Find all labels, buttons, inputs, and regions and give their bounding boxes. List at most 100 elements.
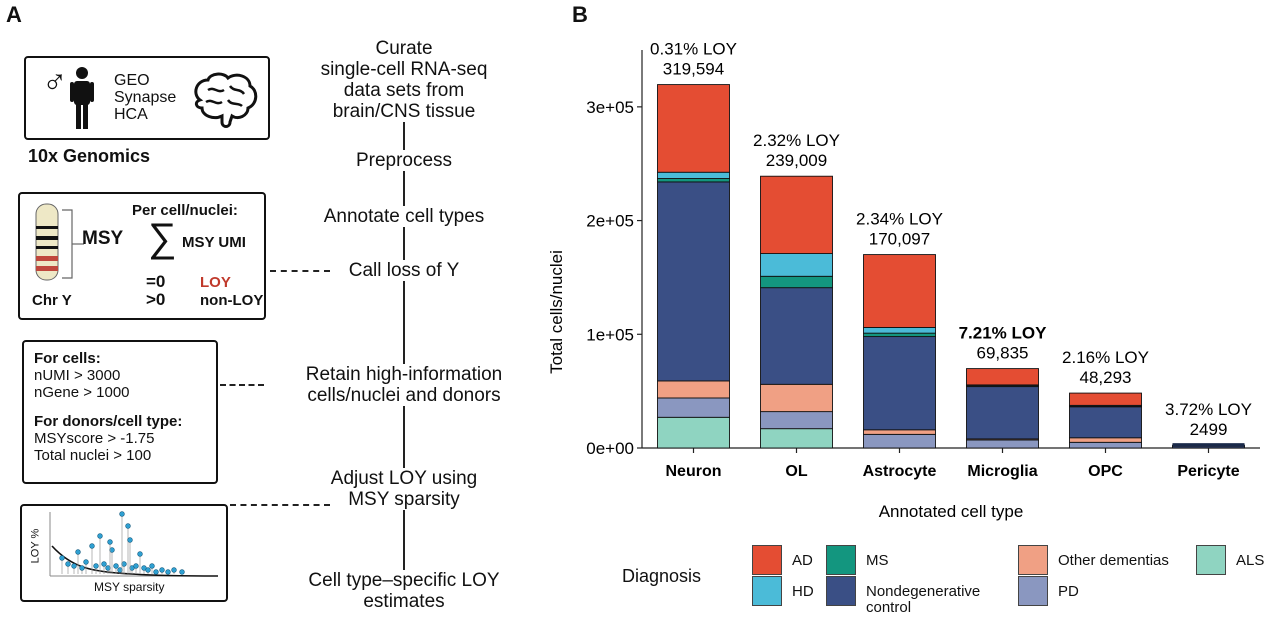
platform-caption: 10x Genomics [28,146,151,166]
bar-segment-other-dementias [1069,437,1142,443]
mini-plot-point [153,569,159,575]
bar-segment-nondegenerative-control [760,287,833,385]
mini-plot-point [149,563,155,569]
count-label: 48,293 [1080,368,1132,387]
legend-swatch-pd [1018,576,1048,606]
bar-segment-pd [966,439,1039,449]
x-tick-label: OPC [1088,463,1123,480]
donors-title: For donors/cell type: [34,413,183,430]
x-tick-label: Microglia [967,463,1037,480]
legend-swatch-hd [752,576,782,606]
bar-segment-ms [657,178,730,183]
bar-segment-ad [657,84,730,173]
bar-segment-pd [1069,441,1142,449]
count-label: 2499 [1190,420,1228,439]
legend-label-ad: AD [792,552,813,569]
bar-segment-nondegenerative-control [1069,406,1142,439]
loy-percent-label: 7.21% LOY [959,324,1048,343]
donors-line-2: Total nuclei > 100 [34,447,152,464]
legend-swatch-nondegenerative [826,576,856,606]
cells-line-2: nGene > 1000 [34,384,130,401]
sparsity-plot-box: LOY % MSY sparsity [20,504,228,602]
legend-label-ms: MS [866,552,889,569]
legend-label-hd: HD [792,583,814,600]
bar-segment-ms [760,275,833,289]
chr-y-label: Chr Y [32,292,72,309]
mini-plot-point [105,565,111,571]
msy-label: MSY [82,228,124,249]
loy-percent-label: 0.31% LOY [650,40,737,59]
bar-segment-ad [1069,392,1142,406]
connector-plot-box [230,504,330,506]
legend-label-als: ALS [1236,552,1265,569]
mini-plot-point [159,567,165,573]
mini-plot-point [79,565,85,571]
legend-label-nondegenerative: Nondegenerative control [866,583,981,616]
bar-segment-als [760,428,833,449]
non-loy-label: non-LOY [200,292,264,309]
mini-plot-point [133,563,139,569]
brain-icon [194,72,258,128]
mini-plot-point [97,533,103,539]
cell-count-bar-chart: Total cells/nuclei Annotated cell type 0… [547,40,1260,521]
mini-plot-point [89,543,95,549]
mini-plot-xlabel: MSY sparsity [94,580,165,594]
x-tick-label: OL [785,463,807,480]
mini-plot-point [117,567,123,573]
bar-segment-hd [657,171,730,179]
gt-zero: >0 [146,290,166,309]
loy-percent-label: 2.32% LOY [753,131,840,150]
msy-calling-box: MSY Per cell/nuclei: ∑ MSY UMI =0 LOY >0… [18,192,266,320]
cells-title: For cells: [34,350,101,367]
bar-segment-ad [760,175,833,254]
bar-segment-nondegenerative-control [966,386,1039,440]
mini-plot-point [137,551,143,557]
step-retain: Retain high-information cells/nuclei and… [266,364,542,406]
connector-msy-box [270,270,330,272]
step-call-loy: Call loss of Y [274,260,534,281]
y-axis-label: Total cells/nuclei [547,250,566,374]
sources-list: GEO Synapse HCA [114,72,176,123]
y-tick-label: 1e+05 [586,325,634,344]
sigma-symbol: ∑ [148,216,177,260]
person-icon [70,67,94,129]
source-geo: GEO [114,72,150,89]
bar-segment-ms [863,332,936,338]
msy-umi-label: MSY UMI [182,234,246,251]
mini-plot-point [145,567,151,573]
filter-criteria-box: For cells: nUMI > 3000 nGene > 1000 For … [22,340,218,484]
mini-plot-point [179,569,185,575]
legend-swatch-other-dementias [1018,545,1048,575]
source-synapse: Synapse [114,89,177,106]
mini-plot-point [125,523,131,529]
mini-plot-point [65,561,71,567]
count-label: 69,835 [977,344,1029,363]
x-tick-label: Pericyte [1177,463,1239,480]
step-curate: Curate single-cell RNA-seq data sets fro… [274,38,534,122]
source-hca: HCA [114,106,148,123]
mini-plot-point [59,555,65,561]
count-label: 239,009 [766,151,827,170]
sparsity-mini-plot [49,511,219,577]
bar-segment-pd [760,411,833,430]
bar-segment-pd [863,433,936,449]
count-label: 170,097 [869,230,930,249]
legend-swatch-ad [752,545,782,575]
x-axis-label: Annotated cell type [879,502,1024,521]
bar-segment-hd [863,327,936,334]
mini-plot-point [121,561,127,567]
mini-plot-point [127,537,133,543]
y-tick-label: 2e+05 [586,212,634,231]
bar-segment-als [657,416,730,449]
bar-segment-ad [966,368,1039,386]
mini-plot-point [171,567,177,573]
mini-plot-point [165,569,171,575]
connector-filter-box [220,384,264,386]
per-cell-label: Per cell/nuclei: [132,202,238,219]
loy-percent-label: 2.16% LOY [1062,348,1149,367]
eq-zero: =0 [146,272,166,291]
mini-plot-point [75,549,81,555]
mini-plot-point [113,563,119,569]
mini-plot-point [83,559,89,565]
loy-label: LOY [200,274,231,291]
